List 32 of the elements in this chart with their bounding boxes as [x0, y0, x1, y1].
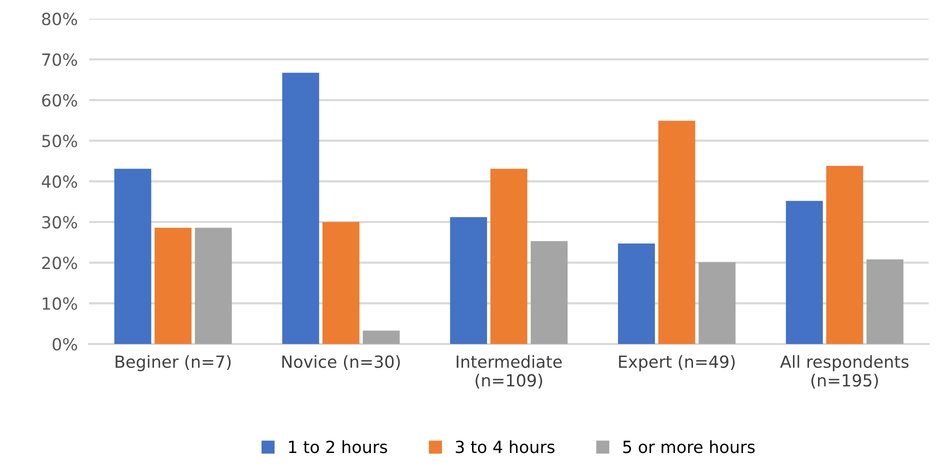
- bar: [322, 222, 360, 344]
- x-tick-label: Novice (n=30): [282, 355, 400, 370]
- bar: [618, 244, 655, 344]
- y-tick-label: 80%: [42, 12, 78, 26]
- legend-label: 1 to 2 hours: [289, 440, 388, 454]
- bar: [658, 120, 696, 344]
- y-tick-label: 30%: [42, 216, 78, 229]
- y-tick-label: 60%: [42, 94, 78, 107]
- y-tick-label: 20%: [42, 256, 78, 270]
- x-tick-label: Beginer (n=7): [116, 355, 231, 372]
- bar: [362, 330, 400, 344]
- y-tick-label: 10%: [42, 297, 78, 310]
- bar: [826, 166, 864, 344]
- bar: [194, 228, 232, 344]
- y-tick-label: 40%: [42, 175, 78, 188]
- y-tick-label: 50%: [42, 134, 78, 148]
- y-tick-label: 0%: [52, 338, 78, 351]
- y-tick-label: 70%: [42, 53, 78, 66]
- legend-label: 3 to 4 hours: [456, 440, 554, 454]
- bar: [114, 168, 152, 344]
- bar: [866, 259, 904, 344]
- bar: [698, 262, 736, 344]
- x-tick-label: All respondents (n=195): [780, 355, 909, 389]
- x-tick-label: Intermediate (n=109): [456, 355, 562, 389]
- x-tick-label: Expert (n=49): [619, 355, 735, 372]
- bar: [786, 200, 823, 344]
- bar: [530, 241, 568, 344]
- bar: [450, 217, 488, 344]
- bar: [282, 72, 320, 344]
- legend-label: 5 or more hours: [623, 440, 755, 454]
- bar: [490, 168, 528, 344]
- bar: [154, 228, 192, 344]
